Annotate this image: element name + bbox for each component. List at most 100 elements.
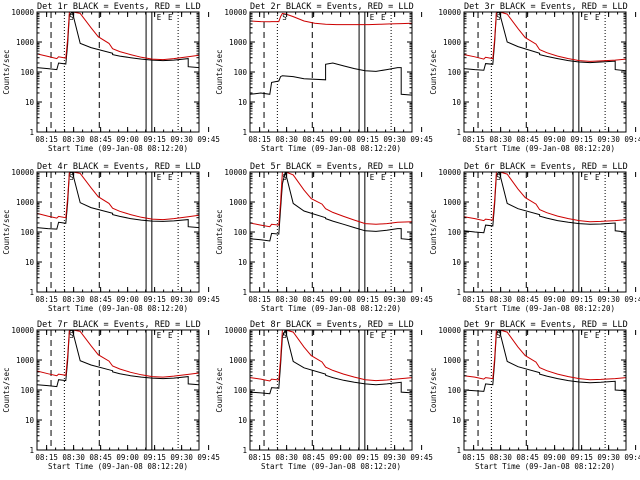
x-tick-label: 08:15 [462,135,485,144]
y-tick-label: 10 [452,98,462,107]
chart-title: Det 3r BLACK = Events, RED = LLD [464,2,628,12]
plot-area [37,172,199,292]
event-letter-label: S [282,13,287,22]
x-tick-label: 08:45 [302,295,325,304]
series-line-events [250,330,412,395]
x-tick-label: 09:45 [197,135,220,144]
x-tick-label: 08:30 [489,135,512,144]
y-tick-label: 1 [456,446,461,455]
plot-area [250,172,412,292]
plot-area [250,12,412,132]
series-line-events [464,330,626,392]
x-tick-label: 08:15 [248,453,271,462]
x-tick-label: 09:15 [570,295,593,304]
y-tick-label: 10 [238,416,248,425]
x-axis-label: Start Time (09-Jan-08 08:12:20) [261,144,401,153]
y-tick-label: 1 [29,128,34,137]
plot-frame [36,11,200,133]
event-letter-label: E [381,173,386,182]
y-tick-label: 1000 [16,356,35,365]
y-tick-label: 100 [447,68,461,77]
series-line-events [464,172,626,234]
x-tick-label: 08:30 [275,453,298,462]
x-tick-label: 09:15 [356,135,379,144]
event-letter-label: S [69,13,74,22]
plot-area [37,330,199,450]
x-tick-label: 09:30 [383,453,406,462]
x-tick-label: 09:00 [543,295,566,304]
y-axis-label: Counts/sec [215,367,224,412]
y-tick-label: 10 [25,258,35,267]
x-tick-label: 09:00 [543,135,566,144]
event-letter-label: S [496,13,501,22]
y-tick-label: 1000 [443,38,462,47]
event-letter-label: E [157,331,162,340]
y-tick-label: 100 [233,228,247,237]
x-tick-label: 08:45 [89,453,112,462]
y-tick-label: 1 [456,288,461,297]
y-tick-label: 1000 [16,198,35,207]
x-axis-label: Start Time (09-Jan-08 08:12:20) [261,462,401,471]
event-letter-label: E [168,13,173,22]
event-letter-label: E [595,173,600,182]
y-tick-label: 1 [456,128,461,137]
chart-title: Det 6r BLACK = Events, RED = LLD [464,162,628,172]
series-line-events [250,172,412,242]
series-line-lld [37,172,199,221]
x-tick-label: 09:00 [116,295,139,304]
x-tick-label: 08:30 [62,453,85,462]
x-axis-label: Start Time (09-Jan-08 08:12:20) [475,304,615,313]
plot-frame [36,171,200,293]
event-letter-label: E [157,173,162,182]
event-letter-label: E [584,331,589,340]
x-tick-label: 09:30 [170,295,193,304]
x-tick-label: 08:45 [89,295,112,304]
plot-frame [249,329,413,451]
x-tick-label: 08:30 [489,295,512,304]
x-tick-label: 09:00 [329,295,352,304]
y-tick-label: 100 [20,386,34,395]
y-tick-label: 1 [29,288,34,297]
y-axis-label: Counts/sec [215,209,224,254]
x-axis-label: Start Time (09-Jan-08 08:12:20) [475,144,615,153]
y-tick-label: 10000 [11,326,34,335]
x-tick-label: 08:15 [248,135,271,144]
y-axis-label: Counts/sec [2,49,11,94]
x-tick-label: 08:45 [516,453,539,462]
series-line-lld [250,172,412,228]
event-letter-label: E [584,13,589,22]
y-tick-label: 10000 [438,326,461,335]
y-tick-label: 100 [20,68,34,77]
y-tick-label: 100 [233,68,247,77]
series-line-events [464,12,626,72]
series-line-lld [464,330,626,381]
x-tick-label: 09:45 [197,295,220,304]
series-line-lld [37,330,199,378]
x-tick-label: 09:30 [597,135,620,144]
series-line-lld [250,12,412,26]
chart-title: Det 4r BLACK = Events, RED = LLD [37,162,201,172]
event-letter-label: S [69,331,74,340]
x-axis-label: Start Time (09-Jan-08 08:12:20) [48,304,188,313]
y-tick-label: 1000 [229,198,248,207]
y-tick-label: 10 [238,98,248,107]
series-line-lld [464,172,626,223]
chart-title: Det 2r BLACK = Events, RED = LLD [250,2,414,12]
series-line-lld [37,12,199,61]
series-line-lld [250,330,412,382]
y-tick-label: 10 [238,258,248,267]
x-axis-label: Start Time (09-Jan-08 08:12:20) [48,462,188,471]
x-tick-label: 09:30 [383,135,406,144]
x-tick-label: 09:00 [329,135,352,144]
event-letter-label: E [381,331,386,340]
y-tick-label: 100 [447,386,461,395]
event-letter-label: E [370,173,375,182]
x-tick-label: 08:45 [302,135,325,144]
event-letter-label: S [496,173,501,182]
chart-title: Det 9r BLACK = Events, RED = LLD [464,320,628,330]
event-letter-label: S [69,173,74,182]
event-letter-label: E [168,173,173,182]
